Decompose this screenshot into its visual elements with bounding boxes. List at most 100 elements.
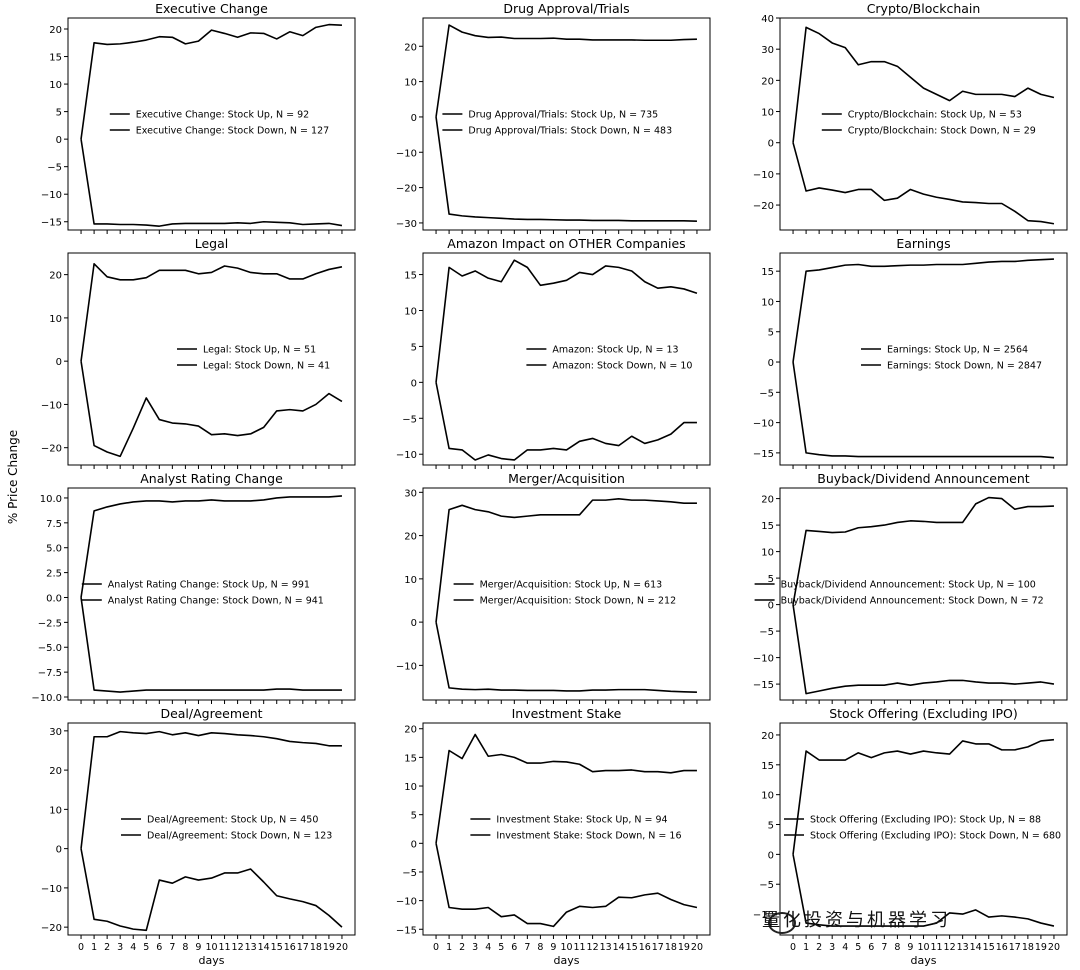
x-tick-label: 1 [446, 942, 452, 953]
y-tick-label: 30 [761, 45, 774, 56]
series-line-stock-down [80, 597, 342, 693]
series-line-stock-up [435, 733, 697, 844]
x-tick-label: 4 [842, 942, 848, 953]
x-tick-label: 8 [894, 942, 900, 953]
y-tick-label: −20 [753, 201, 774, 212]
y-tick-label: −10 [41, 400, 62, 411]
series-line-stock-up [792, 26, 1055, 143]
x-tick-label: 8 [182, 942, 188, 953]
plot-frame [422, 487, 711, 701]
y-tick-label: −10 [753, 170, 774, 181]
y-tick-label: −5 [759, 880, 774, 891]
x-tick-label: 20 [691, 942, 703, 953]
legend-entry: Stock Offering (Excluding IPO): Stock Up… [810, 815, 1041, 826]
legend-entry: Stock Offering (Excluding IPO): Stock Do… [810, 831, 1061, 842]
series-line-stock-up [435, 498, 697, 623]
y-tick-label: 0 [768, 850, 774, 861]
y-tick-label: −2.5 [38, 618, 62, 629]
legend-entry: Legal: Stock Down, N = 41 [203, 361, 330, 372]
y-tick-label: 20 [761, 731, 774, 742]
legend-entry: Legal: Stock Up, N = 51 [203, 345, 316, 356]
y-tick-label: 10.0 [40, 494, 62, 505]
y-tick-label: 0 [768, 139, 774, 150]
subplot-title: Crypto/Blockchain [867, 1, 981, 16]
subplot-title: Investment Stake [512, 706, 622, 721]
x-tick-label: 2 [104, 942, 110, 953]
y-tick-label: 5 [411, 342, 417, 353]
y-tick-label: 0 [411, 839, 417, 850]
y-tick-label: 20 [761, 76, 774, 87]
y-tick-label: 5 [768, 574, 774, 585]
y-tick-label: 20 [49, 271, 62, 282]
series-line-stock-down [435, 843, 698, 928]
y-tick-label: 30 [404, 488, 417, 499]
y-tick-label: 20 [49, 25, 62, 36]
legend-entry: Amazon: Stock Down, N = 10 [552, 361, 692, 372]
plot-frame [67, 487, 356, 701]
y-tick-label: 20 [761, 495, 774, 506]
x-tick-label: 16 [284, 942, 296, 953]
x-tick-label: 3 [829, 942, 835, 953]
y-tick-label: 5 [768, 328, 774, 339]
x-tick-label: 13 [957, 942, 969, 953]
legend-entry: Investment Stake: Stock Down, N = 16 [496, 831, 681, 842]
x-tick-label: 4 [130, 942, 136, 953]
plot-frame [422, 17, 711, 231]
x-tick-label: 18 [665, 942, 677, 953]
x-tick-label: 7 [881, 942, 887, 953]
x-tick-label: 19 [678, 942, 690, 953]
legend-entry: Drug Approval/Trials: Stock Up, N = 735 [468, 110, 658, 121]
x-tick-label: 3 [472, 942, 478, 953]
legend-entry: Earnings: Stock Down, N = 2847 [887, 361, 1042, 372]
legend-entry: Merger/Acquisition: Stock Up, N = 613 [480, 580, 663, 591]
subplot-title: Executive Change [155, 1, 268, 16]
x-tick-label: 12 [587, 942, 599, 953]
y-tick-label: −15 [396, 925, 417, 936]
y-tick-label: 15 [49, 53, 62, 64]
series-line-stock-up [435, 24, 697, 118]
y-tick-label: 10 [761, 548, 774, 559]
y-tick-label: −10 [396, 661, 417, 672]
y-tick-label: −20 [41, 444, 62, 455]
y-tick-label: 20 [404, 42, 417, 53]
x-tick-label: 10 [917, 942, 929, 953]
series-line-stock-down [80, 848, 343, 932]
x-tick-label: 12 [944, 942, 956, 953]
y-tick-label: 7.5 [46, 519, 62, 530]
x-tick-label: 17 [297, 942, 309, 953]
x-tick-label: 5 [498, 942, 504, 953]
y-tick-label: −10 [753, 419, 774, 430]
y-tick-label: −20 [396, 184, 417, 195]
y-tick-label: 10 [49, 314, 62, 325]
legend-entry: Buyback/Dividend Announcement: Stock Up,… [781, 580, 1036, 591]
x-tick-label: 2 [459, 942, 465, 953]
legend-entry: Merger/Acquisition: Stock Down, N = 212 [480, 596, 677, 607]
y-axis-label: % Price Change [6, 429, 20, 525]
legend-entry: Executive Change: Stock Down, N = 127 [136, 126, 329, 137]
series-line-stock-down [435, 621, 697, 694]
x-tick-label: 0 [433, 942, 439, 953]
plot-frame [779, 487, 1068, 701]
x-tick-label: 10 [560, 942, 572, 953]
legend-entry: Deal/Agreement: Stock Down, N = 123 [147, 831, 332, 842]
x-tick-label: 9 [195, 942, 201, 953]
x-tick-label: 19 [323, 942, 335, 953]
legend-entry: Earnings: Stock Up, N = 2564 [887, 345, 1028, 356]
x-tick-label: 15 [271, 942, 283, 953]
y-tick-label: 10 [404, 782, 417, 793]
y-tick-label: 0 [768, 358, 774, 369]
x-tick-label: 3 [117, 942, 123, 953]
x-tick-label: 7 [524, 942, 530, 953]
y-tick-label: 15 [404, 753, 417, 764]
x-tick-label: 1 [803, 942, 809, 953]
plot-frame [779, 722, 1068, 936]
y-tick-label: 0.0 [46, 593, 62, 604]
series-line-stock-down [792, 361, 1055, 459]
legend-entry: Executive Change: Stock Up, N = 92 [136, 110, 309, 121]
x-axis-label: days [911, 954, 937, 967]
legend-entry: Investment Stake: Stock Up, N = 94 [496, 815, 667, 826]
legend-entry: Buyback/Dividend Announcement: Stock Dow… [781, 596, 1044, 607]
x-tick-label: 9 [907, 942, 913, 953]
x-tick-label: 15 [983, 942, 995, 953]
legend-entry: Crypto/Blockchain: Stock Down, N = 29 [848, 126, 1036, 137]
